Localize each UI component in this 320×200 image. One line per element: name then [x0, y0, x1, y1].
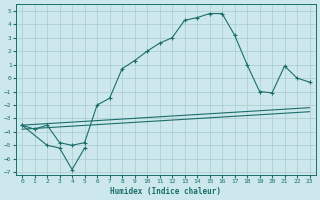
X-axis label: Humidex (Indice chaleur): Humidex (Indice chaleur) — [110, 187, 221, 196]
